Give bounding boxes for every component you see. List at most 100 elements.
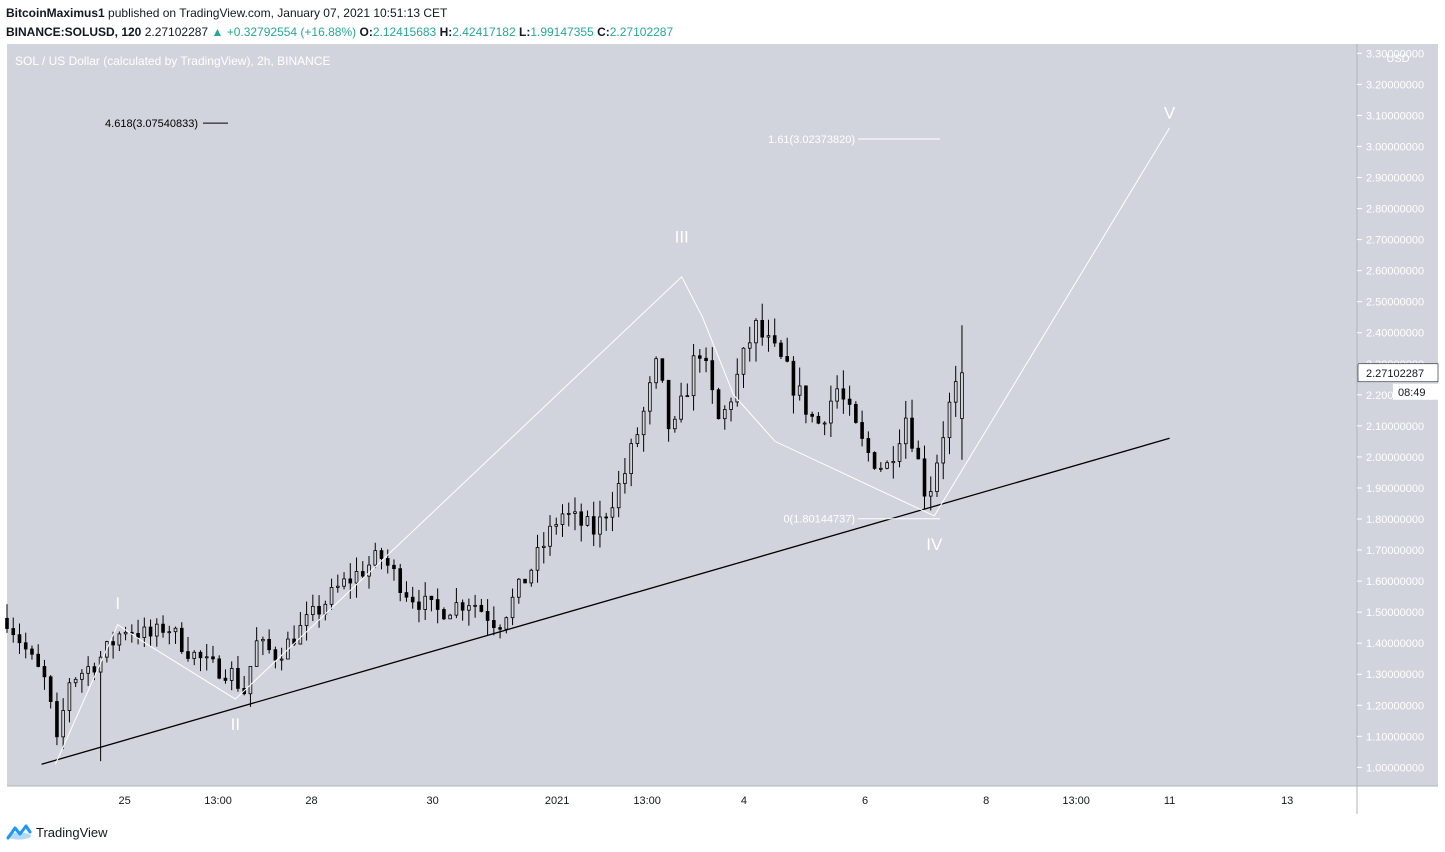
- candle-body: [722, 409, 727, 420]
- candle-body: [922, 458, 927, 497]
- wave-label: IV: [926, 535, 943, 554]
- candle-body: [835, 388, 839, 402]
- candle-body: [179, 627, 184, 652]
- x-tick-label: 13:00: [1062, 795, 1090, 807]
- candle-body: [760, 319, 765, 338]
- candle-body: [111, 641, 115, 646]
- y-tick-label: 1.10000000: [1366, 731, 1424, 743]
- candle-body: [360, 571, 365, 577]
- up-arrow-icon: ▲: [211, 25, 224, 39]
- candle-body: [460, 602, 465, 611]
- candle-body: [716, 389, 721, 420]
- candle-body: [217, 658, 222, 679]
- candle-body: [417, 601, 421, 610]
- candle-body: [573, 511, 577, 514]
- candle-body: [566, 513, 571, 515]
- candle-body: [829, 400, 833, 424]
- time-scale[interactable]: [7, 786, 1438, 814]
- candle-body: [167, 631, 172, 634]
- candle-body: [404, 592, 409, 598]
- candle-body: [354, 571, 359, 584]
- candle-body: [616, 483, 621, 509]
- y-tick-label: 3.20000000: [1366, 79, 1424, 91]
- candle-body: [541, 545, 546, 548]
- x-tick-label: 28: [305, 795, 317, 807]
- candle-body: [591, 516, 596, 535]
- y-tick-label: 1.20000000: [1366, 700, 1424, 712]
- candle-body: [729, 401, 733, 410]
- candle-body: [267, 638, 271, 651]
- candle-body: [142, 626, 147, 638]
- x-tick-label: 11: [1164, 795, 1175, 807]
- candle-body: [467, 605, 471, 611]
- tradingview-footer[interactable]: TradingView: [6, 824, 108, 840]
- candle-body: [17, 634, 22, 644]
- candle-body: [673, 418, 677, 430]
- price-scale[interactable]: [1357, 44, 1438, 786]
- candle-body: [67, 682, 72, 711]
- author-name[interactable]: BitcoinMaximus1: [6, 6, 105, 20]
- candle-body: [423, 595, 427, 610]
- candle-body: [598, 516, 602, 535]
- candle-body: [960, 372, 964, 419]
- candle-body: [797, 385, 802, 396]
- candle-body: [429, 595, 434, 601]
- candle-body: [55, 701, 59, 738]
- candle-body: [698, 355, 702, 359]
- candle-body: [928, 491, 933, 497]
- candle-body: [885, 462, 889, 469]
- candle-body: [23, 642, 28, 650]
- y-tick-label: 1.90000000: [1366, 483, 1424, 495]
- fib-level-label: 4.618(3.07540833): [105, 118, 198, 130]
- candle-body: [498, 627, 502, 630]
- candle-body: [535, 547, 540, 571]
- candle-body: [473, 604, 477, 607]
- low-label: L:: [519, 25, 531, 39]
- last-price-tag: [1357, 363, 1439, 383]
- candle-body: [585, 516, 590, 526]
- candle-body: [479, 604, 484, 612]
- y-tick-label: 1.00000000: [1366, 762, 1424, 774]
- symbol-label: BINANCE:SOLUSD, 120: [6, 25, 142, 39]
- candle-body: [73, 678, 78, 684]
- candle-body: [367, 564, 371, 577]
- candle-body: [223, 677, 228, 681]
- candle-body: [629, 443, 633, 475]
- candle-body: [398, 568, 403, 594]
- candle-body: [579, 511, 584, 526]
- candle-body: [273, 649, 278, 661]
- x-tick-label: 13: [1281, 795, 1293, 807]
- candle-body: [148, 626, 153, 637]
- candle-body: [623, 473, 627, 484]
- candle-body: [648, 382, 652, 412]
- candle-body: [92, 666, 97, 673]
- candle-body: [510, 596, 515, 619]
- candle-body: [392, 564, 396, 570]
- candle-body: [336, 585, 340, 588]
- candle-body: [660, 358, 665, 381]
- fib-level-label: 1.61(3.02373820): [768, 134, 855, 146]
- y-tick-label: 2.60000000: [1366, 266, 1424, 278]
- y-tick-label: 2.40000000: [1366, 328, 1424, 340]
- candle-body: [666, 379, 671, 430]
- candle-body: [772, 335, 777, 344]
- candle-body: [822, 422, 827, 425]
- candle-body: [785, 356, 789, 362]
- candle-body: [136, 633, 140, 638]
- y-tick-label: 1.30000000: [1366, 669, 1424, 681]
- last-price-tag-label: 2.27102287: [1366, 368, 1424, 380]
- y-tick-label: 2.10000000: [1366, 421, 1424, 433]
- candle-body: [11, 628, 16, 636]
- brand-name: TradingView: [36, 824, 108, 840]
- x-tick-label: 30: [426, 795, 438, 807]
- tradingview-logo-icon: [6, 824, 32, 840]
- candle-body: [866, 438, 871, 453]
- y-tick-label: 2.00000000: [1366, 452, 1424, 464]
- candle-body: [329, 587, 334, 605]
- candle-body: [30, 648, 34, 655]
- y-tick-label: 2.50000000: [1366, 297, 1424, 309]
- y-tick-label: 1.80000000: [1366, 514, 1424, 526]
- candle-body: [804, 385, 808, 415]
- published-text: published on TradingView.com, January 07…: [108, 6, 448, 20]
